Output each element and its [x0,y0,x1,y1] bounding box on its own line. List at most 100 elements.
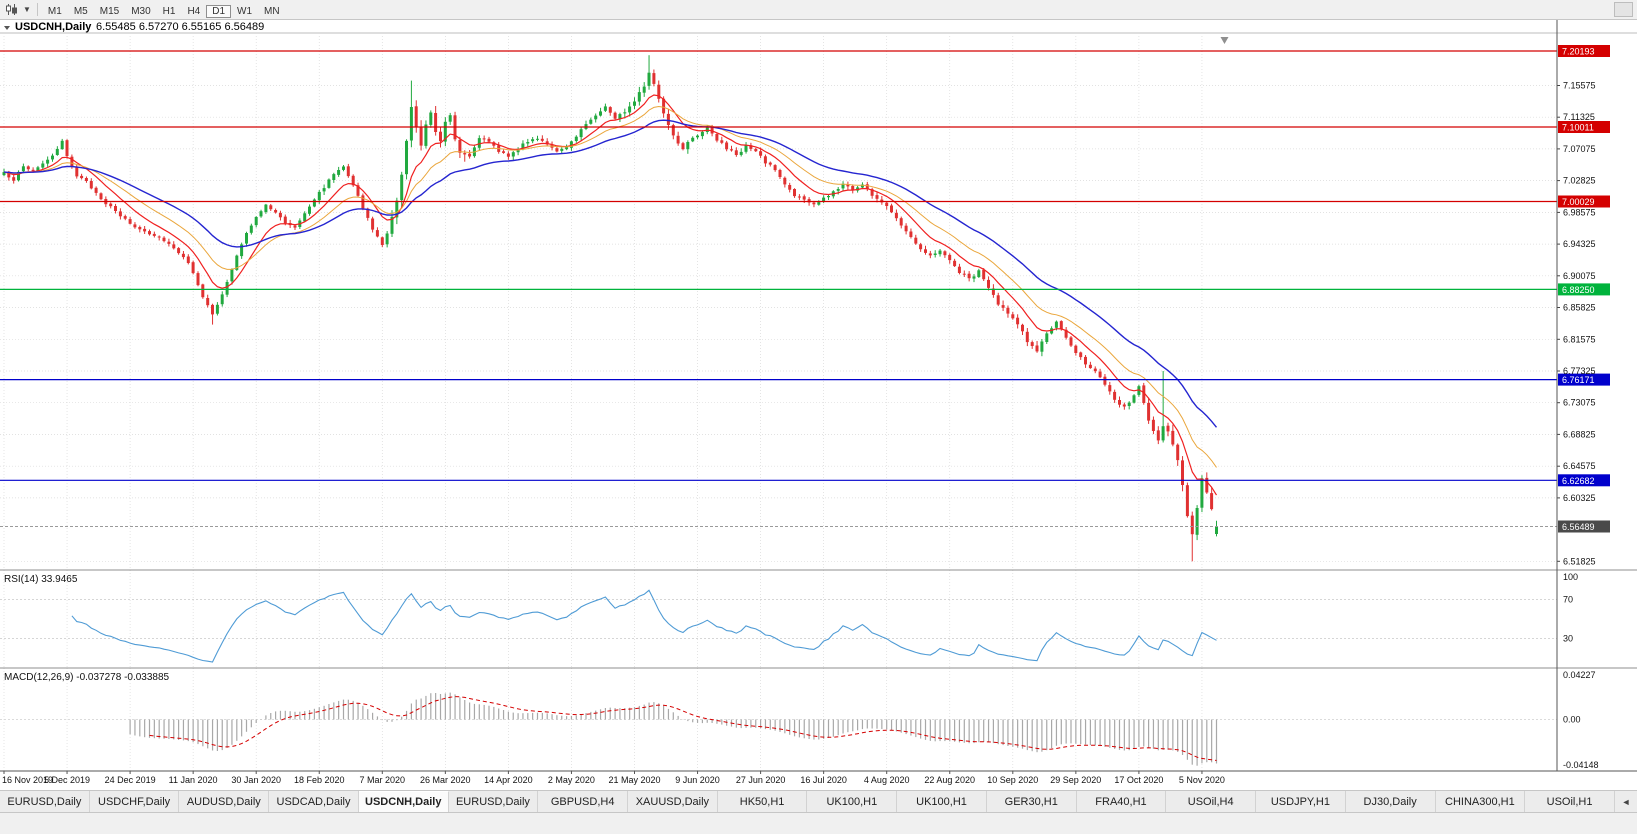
chart-tab-7[interactable]: XAUUSD,Daily [628,791,718,812]
chart-tab-11[interactable]: GER30,H1 [986,791,1077,812]
svg-text:0.00: 0.00 [1563,715,1581,725]
timeframe-button-D1[interactable]: D1 [206,4,232,18]
moving-average-18 [3,105,1217,468]
svg-text:10 Sep 2020: 10 Sep 2020 [987,775,1038,785]
svg-text:2 May 2020: 2 May 2020 [548,775,595,785]
chart-tab-9[interactable]: UK100,H1 [807,791,898,812]
svg-text:21 May 2020: 21 May 2020 [608,775,660,785]
svg-text:7.02825: 7.02825 [1563,176,1596,186]
svg-text:6.94325: 6.94325 [1563,239,1596,249]
moving-average-34 [3,119,1218,428]
svg-text:6.81575: 6.81575 [1563,334,1596,344]
panel-frame [0,20,1637,772]
timeframe-buttons: M1 M5 M15 M30 H1 H4 D1 W1 MN [42,1,286,19]
chart-shift-marker[interactable] [1220,37,1229,44]
svg-text:6.56489: 6.56489 [1562,522,1595,532]
svg-text:7 Mar 2020: 7 Mar 2020 [360,775,406,785]
horizontal-lines[interactable]: 7.20193 7.10011 7.00029 6.88250 6.76171 6.626… [0,45,1610,533]
svg-text:7.11325: 7.11325 [1563,112,1595,122]
chart-tab-3[interactable]: USDCAD,Daily [269,791,359,812]
timeframe-button-M1[interactable]: M1 [47,5,62,17]
chart-header: USDCNH,Daily 6.55485 6.57270 6.55165 6.56… [4,21,264,33]
svg-text:30 Jan 2020: 30 Jan 2020 [231,775,281,785]
svg-text:-0.04148: -0.04148 [1563,760,1599,770]
timeframe-button-H1[interactable]: H1 [162,5,176,17]
chart-tab-16[interactable]: CHINA300,H1 [1435,791,1526,812]
timeframe-button-W1[interactable]: W1 [237,5,253,17]
svg-text:6.88250: 6.88250 [1562,285,1595,295]
candlestick-glyph [6,4,17,15]
chart-area[interactable]: 7.20193 7.10011 7.00029 6.88250 6.76171 6.626… [0,20,1637,790]
svg-text:6.62682: 6.62682 [1562,476,1595,486]
chart-tab-0[interactable]: EURUSD,Daily [0,791,90,812]
svg-text:6.90075: 6.90075 [1563,271,1596,281]
candles [2,55,1218,562]
price-axis: 7.15575 7.11325 7.07075 7.02825 6.98575 6.943… [1557,81,1596,566]
chart-tab-5[interactable]: EURUSD,Daily [448,791,539,812]
chart-tab-2[interactable]: AUDUSD,Daily [179,791,270,812]
timeframe-button-M5[interactable]: M5 [73,5,88,17]
svg-text:6.85825: 6.85825 [1563,303,1596,313]
svg-text:7.10011: 7.10011 [1562,123,1594,133]
chart-tab-12[interactable]: FRA40,H1 [1076,791,1167,812]
svg-text:11 Jan 2020: 11 Jan 2020 [169,775,218,785]
svg-text:0.04227: 0.04227 [1563,670,1596,680]
svg-text:5 Dec 2019: 5 Dec 2019 [44,775,90,785]
svg-text:26 Mar 2020: 26 Mar 2020 [420,775,471,785]
rsi-label: RSI(14) 33.9465 [4,574,78,585]
chart-tab-10[interactable]: UK100,H1 [897,791,987,812]
svg-text:24 Dec 2019: 24 Dec 2019 [105,775,156,785]
chart-tab-1[interactable]: USDCHF,Daily [89,791,180,812]
svg-text:6.98575: 6.98575 [1563,207,1596,217]
macd-panel: MACD(12,26,9) -0.037278 -0.033885 0.04227… [0,670,1599,770]
svg-text:100: 100 [1563,572,1578,582]
svg-text:14 Apr 2020: 14 Apr 2020 [484,775,533,785]
svg-text:22 Aug 2020: 22 Aug 2020 [924,775,975,785]
chart-type-icon[interactable] [5,3,19,16]
chart-title: USDCNH,Daily [15,21,92,33]
chart-tab-17[interactable]: USOil,H1 [1525,791,1615,812]
chart-tab-15[interactable]: DJ30,Daily [1345,791,1436,812]
svg-text:6.64575: 6.64575 [1563,461,1596,471]
svg-text:18 Feb 2020: 18 Feb 2020 [294,775,345,785]
svg-text:6.68825: 6.68825 [1563,429,1596,439]
svg-text:7.07075: 7.07075 [1563,144,1596,154]
macd-label: MACD(12,26,9) -0.037278 -0.033885 [4,672,170,683]
macd-signal-line [149,696,1217,761]
svg-text:16 Nov 2019: 16 Nov 2019 [2,775,53,785]
rsi-panel: RSI(14) 33.9465 100 70 30 [0,572,1578,663]
collapse-caret-icon[interactable] [4,26,10,30]
chevron-down-icon[interactable]: ▼ [23,5,31,14]
svg-text:70: 70 [1563,594,1573,604]
tab-scroll-left-button[interactable]: ◄ [1615,791,1637,812]
chart-tab-8[interactable]: HK50,H1 [717,791,808,812]
chart-tab-14[interactable]: USDJPY,H1 [1256,791,1346,812]
chart-tab-6[interactable]: GBPUSD,H4 [538,791,629,812]
svg-text:16 Jul 2020: 16 Jul 2020 [800,775,847,785]
svg-text:30: 30 [1563,634,1573,644]
timeframe-button-MN[interactable]: MN [264,5,280,17]
chart-tab-bar: EURUSD,Daily USDCHF,Daily AUDUSD,Daily USDC… [0,790,1637,812]
svg-text:6.60325: 6.60325 [1563,493,1596,503]
svg-text:5 Nov 2020: 5 Nov 2020 [1179,775,1225,785]
svg-text:7.20193: 7.20193 [1562,47,1595,57]
svg-text:17 Oct 2020: 17 Oct 2020 [1114,775,1163,785]
timeframe-button-M15[interactable]: M15 [99,5,120,17]
toolbar-separator [36,3,38,16]
status-bar [0,812,1637,834]
rsi-line [71,589,1217,663]
chart-tab-13[interactable]: USOil,H4 [1166,791,1257,812]
svg-text:4 Aug 2020: 4 Aug 2020 [864,775,910,785]
timeframe-button-H4[interactable]: H4 [187,5,201,17]
toolbar-corner-button[interactable] [1614,2,1633,17]
svg-text:7.00029: 7.00029 [1562,197,1595,207]
chart-ohlc-values: 6.55485 6.57270 6.55165 6.56489 [96,21,264,33]
svg-text:7.15575: 7.15575 [1563,81,1596,91]
svg-text:6.51825: 6.51825 [1563,556,1596,566]
svg-text:29 Sep 2020: 29 Sep 2020 [1050,775,1101,785]
chart-tab-4[interactable]: USDCNH,Daily [358,791,449,812]
timeframe-button-M30[interactable]: M30 [131,5,151,17]
chart-tabs: EURUSD,Daily USDCHF,Daily AUDUSD,Daily USDC… [0,791,1615,812]
